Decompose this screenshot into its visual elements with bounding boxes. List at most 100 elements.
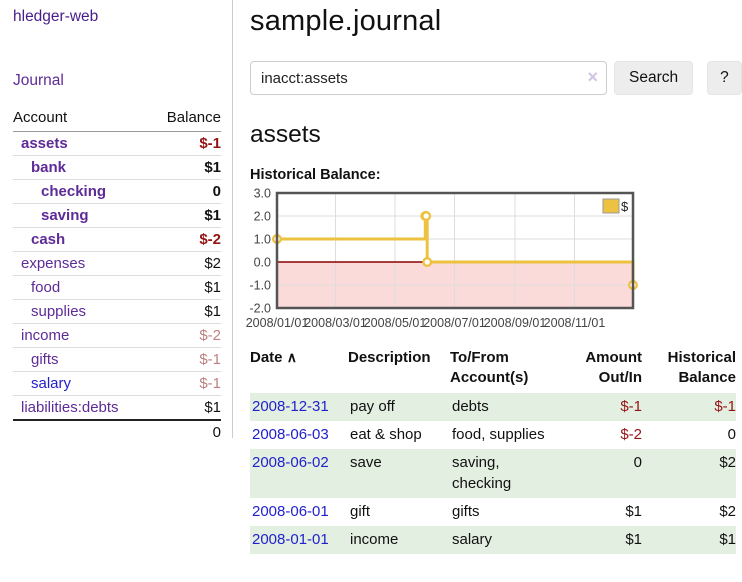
main-content: sample.journal × Search ? assets Histori… (234, 0, 742, 554)
svg-text:2008/05/01: 2008/05/01 (364, 316, 427, 330)
account-row: cash $-2 (13, 227, 221, 252)
transaction-accounts: saving, checking (452, 454, 512, 492)
account-row: liabilities:debts $1 (13, 395, 221, 420)
account-link[interactable]: checking (41, 183, 107, 200)
transaction-row: 2008-06-03 eat & shop food, supplies $-2 0 (250, 421, 736, 449)
chart-label: Historical Balance: (250, 167, 381, 183)
account-balance: $-2 (150, 227, 221, 252)
transaction-balance: $2 (719, 454, 736, 471)
svg-text:3.0: 3.0 (254, 187, 271, 201)
account-balance: $-1 (199, 135, 221, 152)
account-balance: $-1 (150, 347, 221, 372)
svg-text:$: $ (621, 199, 629, 214)
accounts-total-row: 0 (13, 419, 221, 444)
transaction-accounts: salary (452, 531, 493, 548)
svg-text:2008/01/01: 2008/01/01 (246, 316, 309, 330)
account-link[interactable]: food (31, 279, 61, 296)
transaction-balance: $1 (719, 531, 736, 548)
svg-text:0.0: 0.0 (254, 256, 271, 270)
account-row: supplies $1 (13, 299, 221, 324)
svg-text:2008/07/01: 2008/07/01 (423, 316, 486, 330)
transactions-body: 2008-12-31 pay off debts $-1 $-1 2008-06-03 ea… (250, 392, 736, 554)
transaction-balance: $2 (719, 503, 736, 520)
transaction-accounts: food, supplies (452, 426, 545, 443)
account-link[interactable]: saving (41, 207, 89, 224)
search-button[interactable]: Search (614, 61, 694, 95)
search-input[interactable] (250, 61, 607, 95)
sort-ascending-icon: ∧ (286, 349, 297, 365)
account-row: income $-2 (13, 323, 221, 348)
account-balance: $2 (150, 251, 221, 276)
svg-text:-2.0: -2.0 (249, 302, 271, 316)
transaction-accounts: gifts (452, 503, 480, 520)
account-balance: $-1 (150, 371, 221, 396)
account-row: food $1 (13, 275, 221, 300)
account-row: expenses $2 (13, 251, 221, 276)
account-row: bank $1 (13, 155, 221, 180)
svg-text:1.0: 1.0 (254, 233, 271, 247)
accounts-header-account: Account (13, 107, 151, 132)
transaction-amount: $1 (625, 531, 642, 548)
account-row: assets $-1 (13, 132, 221, 156)
svg-text:2008/03/01: 2008/03/01 (304, 316, 367, 330)
transaction-balance: $-1 (714, 398, 736, 415)
transaction-row: 2008-01-01 income salary $1 $1 (250, 525, 736, 554)
transaction-description: income (350, 531, 399, 548)
accounts-header-balance: Balance (150, 107, 221, 132)
account-balance: $1 (150, 203, 221, 228)
account-link[interactable]: supplies (31, 303, 87, 320)
column-header-date[interactable]: Date ∧ (250, 349, 297, 366)
column-header-amount: Amount Out/In (585, 349, 642, 387)
account-link[interactable]: cash (31, 231, 66, 248)
search-form: × Search ? (250, 61, 742, 95)
transaction-balance: 0 (727, 426, 736, 443)
account-link[interactable]: assets (21, 135, 68, 152)
account-row: salary $-1 (13, 371, 221, 396)
help-button[interactable]: ? (707, 61, 742, 95)
account-link[interactable]: expenses (21, 255, 86, 272)
svg-text:-1.0: -1.0 (249, 279, 271, 293)
account-balance: $1 (150, 299, 221, 324)
account-link[interactable]: gifts (31, 351, 59, 368)
transaction-date-link[interactable]: 2008-06-03 (252, 426, 329, 443)
account-link[interactable]: liabilities:debts (21, 399, 119, 416)
account-link[interactable]: bank (31, 159, 67, 176)
transaction-date-link[interactable]: 2008-06-01 (252, 503, 329, 520)
transactions-table: Date ∧ Description To/From Account(s) Am… (250, 346, 736, 554)
sidebar-item-journal[interactable]: Journal (13, 72, 64, 89)
transaction-description: eat & shop (350, 426, 422, 443)
app-brand: hledger-web (13, 8, 221, 26)
historical-balance-chart: $3.0 2.0 1.0 0.0 -1.0 -2.0 2008/01/01 2008/03/0… (246, 187, 650, 331)
transaction-description: pay off (350, 398, 395, 415)
transaction-row: 2008-12-31 pay off debts $-1 $-1 (250, 392, 736, 421)
clear-search-icon[interactable]: × (587, 67, 598, 87)
account-row: saving $1 (13, 203, 221, 228)
account-balance: $-2 (150, 323, 221, 348)
account-link[interactable]: salary (31, 375, 72, 392)
column-header-description: Description (348, 349, 431, 366)
transaction-amount: 0 (633, 454, 642, 471)
account-link[interactable]: income (21, 327, 70, 344)
page-title: sample.journal (250, 5, 442, 37)
sidebar-nav: Journal (13, 72, 221, 90)
transaction-description: save (350, 454, 382, 471)
transaction-row: 2008-06-02 save saving, checking 0 $2 (250, 448, 736, 498)
transaction-date-link[interactable]: 2008-12-31 (252, 398, 329, 415)
transaction-date-link[interactable]: 2008-01-01 (252, 531, 329, 548)
transaction-accounts: debts (452, 398, 489, 415)
column-header-accounts: To/From Account(s) (450, 349, 529, 387)
account-balance: $1 (150, 395, 221, 420)
account-row: gifts $-1 (13, 347, 221, 372)
transaction-description: gift (350, 503, 371, 520)
sidebar: hledger-web Journal Account Balance asse… (0, 0, 233, 444)
transaction-date-link[interactable]: 2008-06-02 (252, 454, 329, 471)
svg-text:2008/09/01: 2008/09/01 (484, 316, 547, 330)
transaction-amount: $-2 (620, 426, 642, 443)
account-balance: $1 (150, 155, 221, 180)
accounts-body: assets $-1 bank $1 checking 0 saving $1 cash $-2 e… (13, 132, 221, 420)
accounts-table: Account Balance assets $-1 bank $1 checking 0… (13, 107, 221, 444)
account-heading: assets (250, 121, 321, 148)
account-row: checking 0 (13, 179, 221, 204)
hledger-web-link[interactable]: hledger-web (13, 8, 99, 25)
account-balance: 0 (150, 179, 221, 204)
